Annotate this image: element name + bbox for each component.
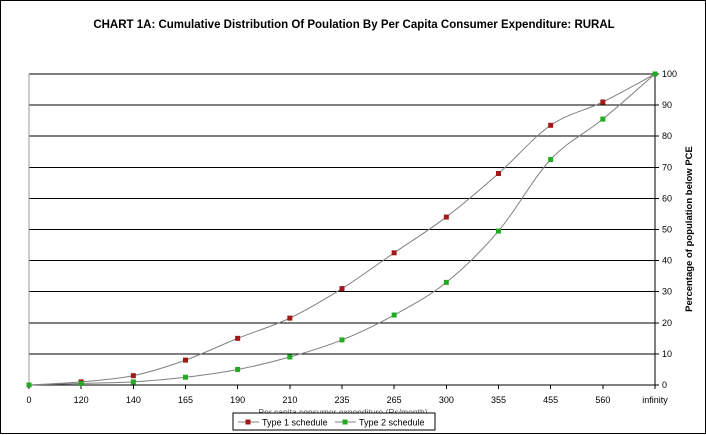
series-2-point-0	[26, 382, 32, 388]
x-tick-label-165: 165	[178, 395, 193, 405]
series-1-point-455	[548, 122, 554, 128]
x-tick-label-infinity: infinity	[642, 395, 668, 405]
legend-label-type1: Type 1 schedule	[262, 418, 328, 428]
series-2-point-120	[78, 380, 84, 386]
series-1-point-265	[391, 250, 397, 256]
series-2-point-210	[287, 354, 293, 360]
x-tick-label-560: 560	[595, 395, 610, 405]
series-2-point-235	[339, 337, 345, 343]
series-1-point-140	[130, 373, 136, 379]
y-tick-label-70: 70	[662, 162, 672, 172]
y-tick-label-20: 20	[662, 318, 672, 328]
x-tick-label-300: 300	[439, 395, 454, 405]
series-2-point-560	[600, 116, 606, 122]
y-tick-label-0: 0	[662, 380, 667, 390]
x-tick-label-140: 140	[126, 395, 141, 405]
plot-area: 0 10 20 30 40 50 60 70 80 90 100 0 120 140 165 190 210 23…	[26, 69, 677, 405]
y-tick-label-10: 10	[662, 349, 672, 359]
x-axis-title: Per capita consumer expenditure (Rs/mont…	[258, 407, 427, 417]
y-tick-label-80: 80	[662, 131, 672, 141]
x-tick-label-0: 0	[26, 395, 31, 405]
legend-marker-type2	[342, 419, 348, 425]
legend-label-type2: Type 2 schedule	[359, 418, 425, 428]
y-tick-label-100: 100	[662, 69, 677, 79]
y-axis-title: Percentage of population below PCE	[684, 146, 695, 312]
series-2-point-265	[391, 312, 397, 318]
x-tick-label-190: 190	[230, 395, 245, 405]
series-2-point-190	[235, 366, 241, 372]
series-2-point-455	[548, 157, 554, 163]
legend-marker-type1	[245, 419, 251, 425]
x-tick-label-355: 355	[491, 395, 506, 405]
x-tick-label-455: 455	[543, 395, 558, 405]
series-2-point-355	[496, 228, 501, 234]
chart-title: CHART 1A: Cumulative Distribution Of Pou…	[93, 19, 614, 31]
legend: Type 1 schedule Type 2 schedule	[232, 412, 436, 431]
legend-box	[232, 412, 436, 431]
series-1-point-355	[496, 171, 501, 177]
y-tick-label-90: 90	[662, 100, 672, 110]
series-1-point-560	[600, 99, 606, 105]
series-2-point-infinity	[652, 71, 658, 77]
y-tick-label-30: 30	[662, 287, 672, 297]
series-2-point-140	[130, 379, 136, 385]
x-tick-label-210: 210	[282, 395, 297, 405]
series-1-point-165	[183, 357, 188, 363]
x-tick-label-120: 120	[74, 395, 89, 405]
y-tick-label-60: 60	[662, 193, 672, 203]
series-2-point-300	[443, 279, 449, 285]
series-1-point-300	[443, 214, 449, 220]
series-1-point-190	[235, 335, 241, 341]
y-tick-label-40: 40	[662, 256, 672, 266]
series-1-point-235	[339, 286, 345, 292]
y-tick-label-50: 50	[662, 225, 672, 235]
series-1-point-210	[287, 315, 293, 321]
x-tick-label-235: 235	[334, 395, 349, 405]
series-2-point-165	[183, 374, 188, 380]
x-tick-label-265: 265	[387, 395, 402, 405]
